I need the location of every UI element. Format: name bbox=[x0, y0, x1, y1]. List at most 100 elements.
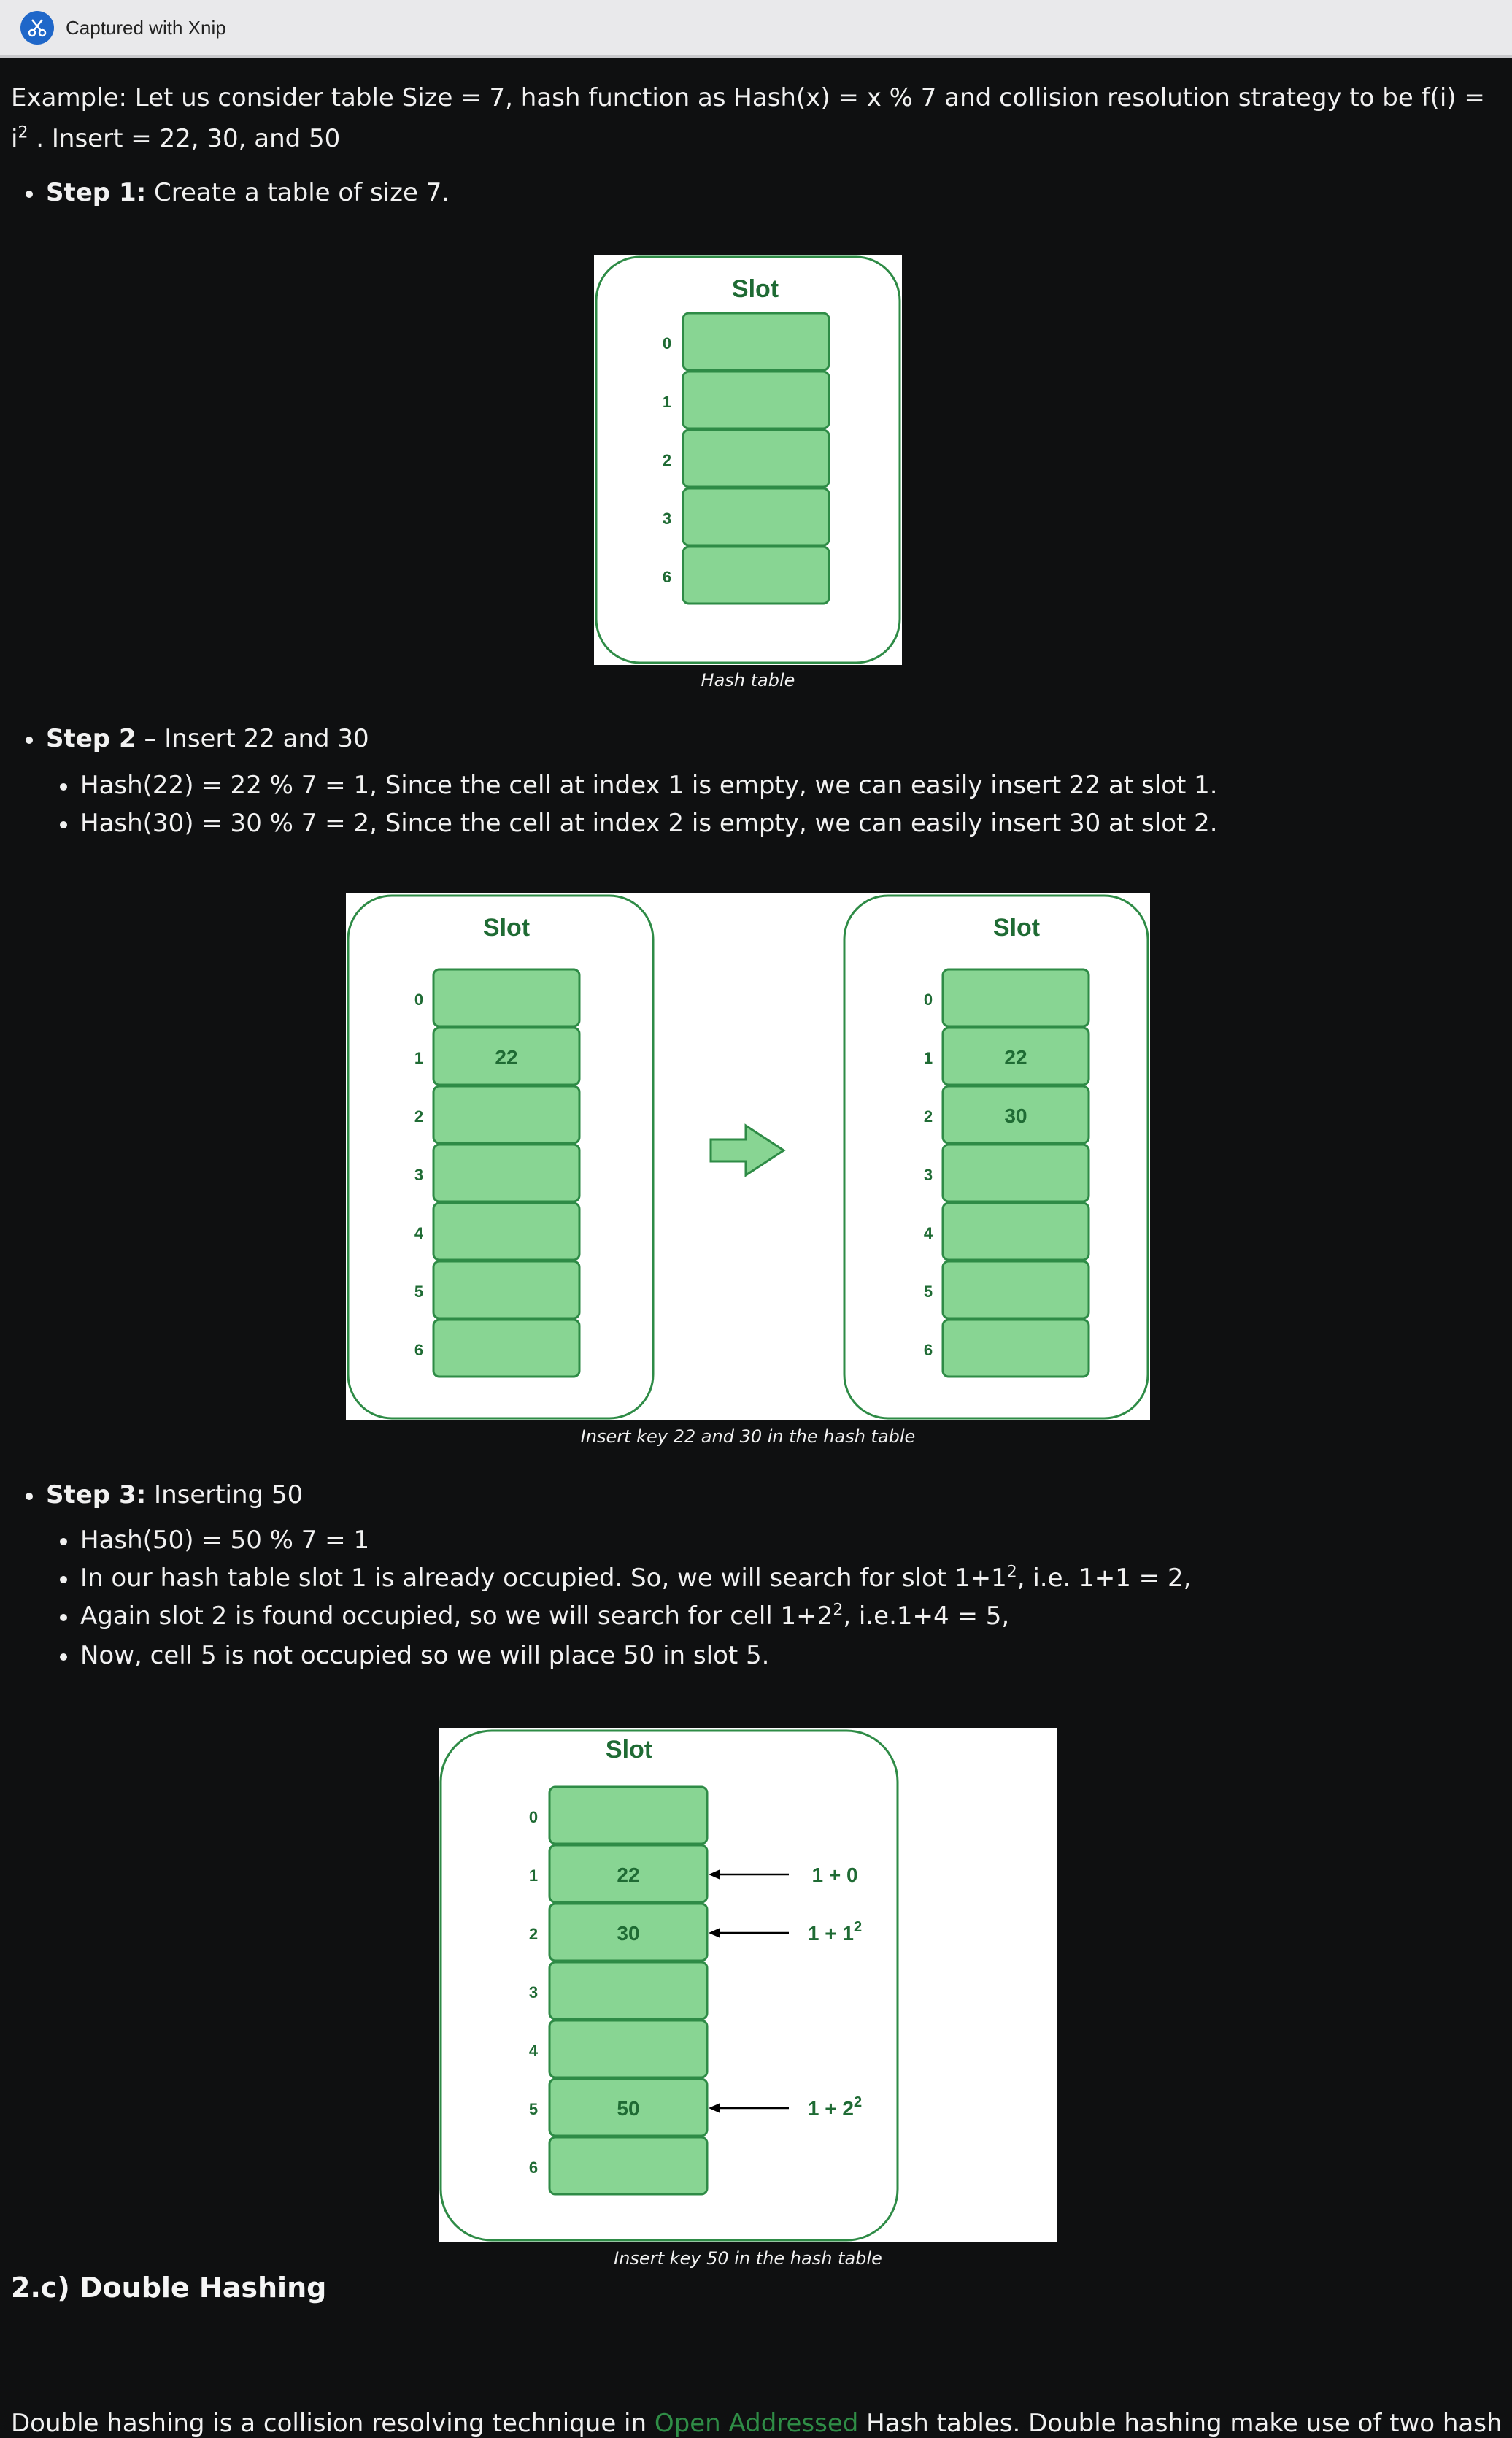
fig3-slot-value: 50 bbox=[617, 2097, 639, 2120]
probe-label-3-base: 1 + 2 bbox=[808, 2097, 854, 2120]
fig2-left-slot-cell bbox=[432, 1085, 581, 1145]
fig3-slot-index: 3 bbox=[529, 1983, 538, 2001]
probe-label-1: 1 + 0 bbox=[811, 1864, 857, 1886]
section-paragraph-end: Hash tables. Double hashing make use of … bbox=[866, 2409, 1500, 2438]
step3-sub-1: Hash(50) = 50 % 7 = 1 bbox=[59, 1523, 369, 1558]
fig2-right-slot-cell bbox=[941, 1026, 1090, 1086]
fig2-right-slot-index: 6 bbox=[924, 1341, 933, 1359]
step2-bullet: Step 2 – Insert 22 and 30 bbox=[26, 721, 369, 756]
fig2-left-slot-index: 6 bbox=[414, 1341, 423, 1359]
fig2-right-slot-cell bbox=[941, 1260, 1090, 1320]
fig2-right-slot-cell bbox=[941, 1085, 1090, 1145]
fig2-left-slot-cell bbox=[432, 1318, 581, 1378]
step3-sub3-sup: 2 bbox=[833, 1601, 844, 1620]
fig1-slot-index: 6 bbox=[663, 568, 671, 586]
fig3-slot-index: 2 bbox=[529, 1925, 538, 1943]
section-paragraph-cutoff: Double hashing is a collision resolving … bbox=[11, 2409, 1500, 2438]
fig2-right-slot-cell bbox=[941, 968, 1090, 1028]
fig1-slot-cell bbox=[682, 312, 830, 372]
fig3-slot-cell bbox=[548, 2136, 709, 2196]
probe-label-2-sup: 2 bbox=[854, 1919, 862, 1935]
fig2-left-slot-cell bbox=[432, 1026, 581, 1086]
probe-arrow-2 bbox=[709, 1928, 789, 1938]
fig2-left-slot-index: 3 bbox=[414, 1166, 423, 1184]
open-addressed-link[interactable]: Open Addressed bbox=[654, 2409, 859, 2438]
probe-label-2: 1 + 12 bbox=[808, 1919, 862, 1945]
fig1-slot-cell bbox=[682, 545, 830, 605]
fig2-left-slot-cell bbox=[432, 968, 581, 1028]
right-arrow-icon bbox=[709, 1123, 786, 1177]
intro-text-2: . Insert = 22, 30, and 50 bbox=[28, 124, 341, 153]
fig3-slot-cell bbox=[548, 2077, 709, 2137]
section-heading-double-hashing: 2.c) Double Hashing bbox=[11, 2272, 327, 2304]
fig3-slot-index: 0 bbox=[529, 1808, 538, 1826]
fig2-right-slot-index: 2 bbox=[924, 1107, 933, 1126]
step2-sub-2: Hash(30) = 30 % 7 = 2, Since the cell at… bbox=[60, 806, 1218, 841]
fig1-slot-index: 1 bbox=[663, 393, 671, 411]
fig2-caption: Insert key 22 and 30 in the hash table bbox=[580, 1426, 916, 1447]
step3-bullet: Step 3: Inserting 50 bbox=[25, 1477, 303, 1512]
fig3-slot-value: 30 bbox=[617, 1922, 639, 1945]
fig1-slot-cell bbox=[682, 370, 830, 430]
step1-bullet: Step 1: Create a table of size 7. bbox=[25, 175, 450, 210]
fig1-slot-index: 2 bbox=[663, 451, 671, 469]
step3-sub2-text-a: In our hash table slot 1 is already occu… bbox=[80, 1564, 1007, 1593]
fig2-right-slot-index: 0 bbox=[924, 991, 933, 1009]
fig2-right-slot-index: 1 bbox=[924, 1049, 933, 1067]
fig2-left-slot-index: 4 bbox=[414, 1224, 424, 1242]
fig2-left-slot-index: 1 bbox=[414, 1049, 423, 1067]
step3-sub2-sup: 2 bbox=[1006, 1563, 1017, 1582]
step3-sub3-text-a: Again slot 2 is found occupied, so we wi… bbox=[80, 1601, 833, 1631]
fig3-slot-cell bbox=[548, 2019, 709, 2079]
step2-text: – Insert 22 and 30 bbox=[136, 724, 369, 753]
window-title: Captured with Xnip bbox=[66, 16, 226, 39]
fig3-slot-cell bbox=[548, 1902, 709, 1962]
hash-table-figure-2: Slot 0 1 22 2 3 4 5 6 Slot 0 1 22 2 30 3 4 5 6 bbox=[346, 893, 1150, 1420]
fig2-left-slot-index: 0 bbox=[414, 991, 423, 1009]
xnip-scissors-icon bbox=[20, 11, 54, 45]
step1-label: Step 1: bbox=[46, 178, 147, 207]
fig2-right-slot-title: Slot bbox=[993, 914, 1040, 942]
fig3-slot-title: Slot bbox=[606, 1736, 652, 1764]
fig2-left-slot-index: 2 bbox=[414, 1107, 423, 1126]
fig2-right-slot-value: 30 bbox=[1004, 1104, 1027, 1127]
step2-label: Step 2 bbox=[46, 724, 136, 753]
fig3-slot-index: 6 bbox=[529, 2158, 538, 2177]
fig1-slot-cell bbox=[682, 428, 830, 488]
fig1-caption: Hash table bbox=[701, 670, 795, 691]
intro-paragraph: Example: Let us consider table Size = 7,… bbox=[11, 77, 1492, 159]
fig2-right-slot-index: 4 bbox=[924, 1224, 933, 1242]
fig2-left-slot-title: Slot bbox=[483, 914, 530, 942]
intro-text-1: Example: Let us consider table Size = 7,… bbox=[11, 83, 1485, 153]
fig3-slot-value: 22 bbox=[617, 1864, 639, 1886]
probe-arrow-1 bbox=[709, 1869, 789, 1880]
intro-sup: 2 bbox=[18, 123, 28, 142]
step1-text: Create a table of size 7. bbox=[146, 178, 450, 207]
fig3-slot-cell bbox=[548, 1961, 709, 2020]
fig2-right-slot-index: 3 bbox=[924, 1166, 933, 1184]
window-titlebar: Captured with Xnip bbox=[0, 0, 1512, 58]
step3-sub-2: In our hash table slot 1 is already occu… bbox=[59, 1561, 1192, 1596]
fig2-left-slot-cell bbox=[432, 1201, 581, 1261]
step3-sub2-text-b: , i.e. 1+1 = 2, bbox=[1017, 1564, 1192, 1593]
fig2-right-slot-index: 5 bbox=[924, 1283, 933, 1301]
probe-label-3-sup: 2 bbox=[854, 2094, 862, 2110]
fig1-slot-title: Slot bbox=[732, 275, 779, 303]
fig1-slot-cell bbox=[682, 487, 830, 547]
fig2-left-slot-cell bbox=[432, 1260, 581, 1320]
fig1-slot-index: 3 bbox=[663, 509, 671, 528]
step3-sub3-text-b: , i.e.1+4 = 5, bbox=[843, 1601, 1010, 1631]
fig2-left-slot-index: 5 bbox=[414, 1283, 423, 1301]
fig3-caption: Insert key 50 in the hash table bbox=[614, 2248, 882, 2269]
fig3-slot-index: 1 bbox=[529, 1866, 538, 1885]
fig3-slot-cell bbox=[548, 1844, 709, 1904]
step3-label: Step 3: bbox=[46, 1480, 147, 1510]
fig2-right-slot-value: 22 bbox=[1004, 1046, 1027, 1069]
hash-table-figure-3: Slot 0 1 22 2 30 3 4 5 50 6 1 + 0 1 + 12 1 + 22 bbox=[439, 1728, 1057, 2242]
fig1-slot-index: 0 bbox=[663, 334, 671, 353]
hash-table-figure-1: Slot 0 1 2 3 6 bbox=[594, 255, 902, 665]
probe-label-2-base: 1 + 1 bbox=[808, 1922, 854, 1945]
fig3-slot-cell bbox=[548, 1785, 709, 1845]
fig3-slot-index: 4 bbox=[529, 2042, 539, 2060]
fig2-left-slot-cell bbox=[432, 1143, 581, 1203]
